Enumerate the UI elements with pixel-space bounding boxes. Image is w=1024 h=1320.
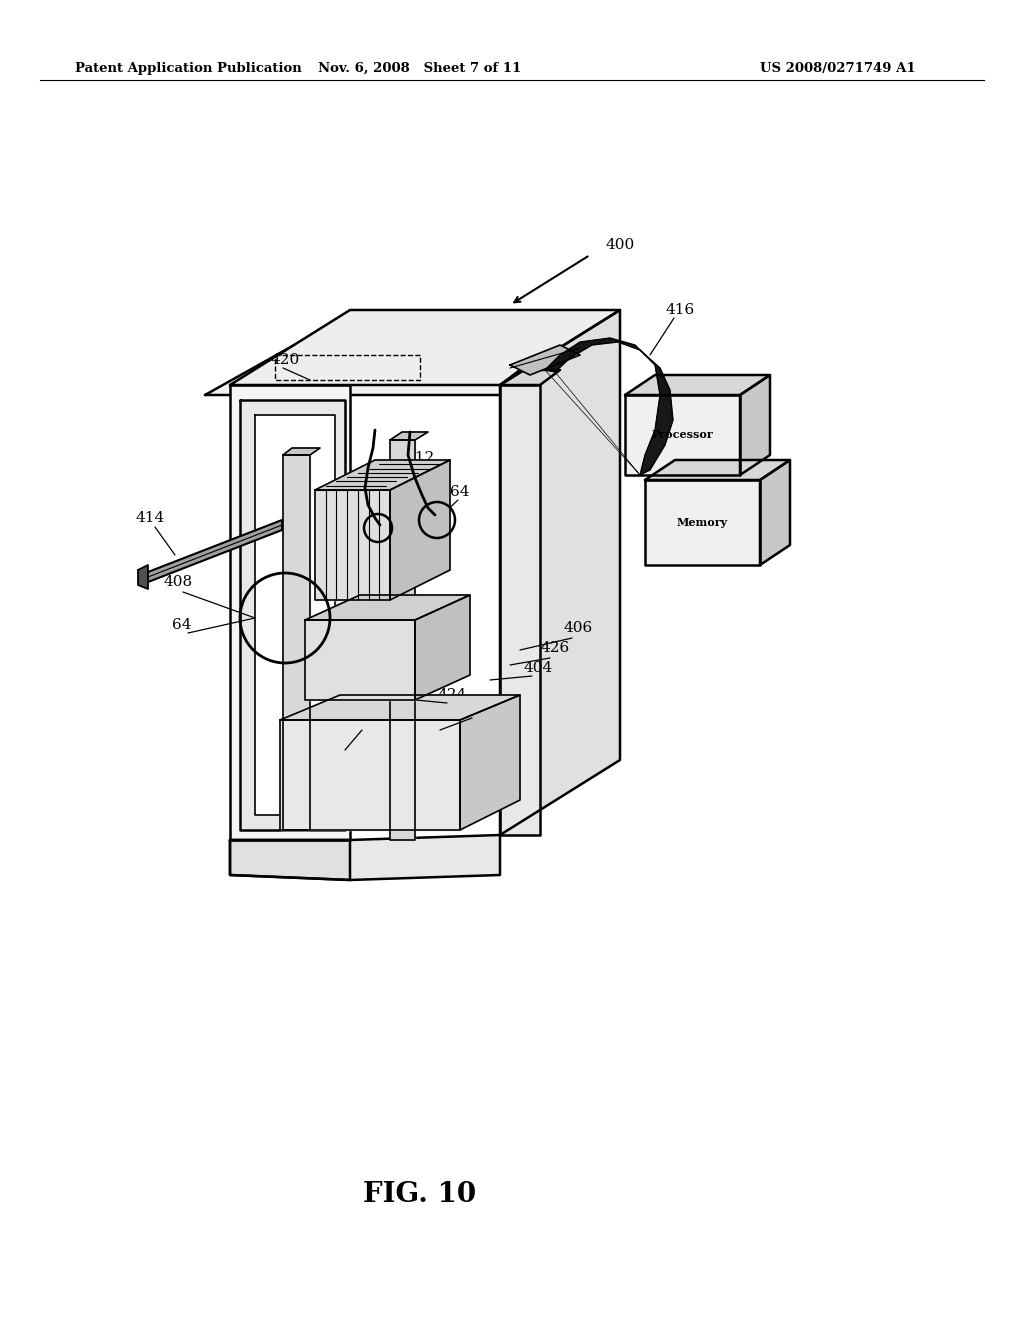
Text: 402: 402	[464, 704, 493, 717]
Text: 418: 418	[735, 393, 765, 407]
Polygon shape	[280, 719, 460, 830]
Text: 410: 410	[345, 473, 375, 487]
Text: 400: 400	[605, 238, 635, 252]
Text: Nov. 6, 2008   Sheet 7 of 11: Nov. 6, 2008 Sheet 7 of 11	[318, 62, 521, 75]
Polygon shape	[415, 595, 470, 700]
Polygon shape	[240, 400, 345, 830]
Polygon shape	[740, 375, 770, 475]
Polygon shape	[625, 395, 740, 475]
Text: 404: 404	[523, 661, 553, 675]
Polygon shape	[283, 447, 319, 455]
Polygon shape	[645, 459, 790, 480]
Text: FIG. 10: FIG. 10	[364, 1181, 476, 1209]
Polygon shape	[305, 620, 415, 700]
Text: 424: 424	[437, 688, 467, 702]
Polygon shape	[500, 310, 620, 836]
Polygon shape	[315, 490, 390, 601]
Text: 64: 64	[411, 541, 430, 554]
Polygon shape	[255, 414, 335, 814]
Polygon shape	[645, 480, 760, 565]
Polygon shape	[390, 432, 428, 440]
Polygon shape	[390, 440, 415, 840]
Text: Patent Application Publication: Patent Application Publication	[75, 62, 302, 75]
Text: 412: 412	[406, 451, 434, 465]
Polygon shape	[510, 345, 580, 375]
Polygon shape	[205, 325, 620, 395]
Text: 408: 408	[164, 576, 193, 589]
Text: Processor: Processor	[651, 429, 713, 441]
Polygon shape	[390, 459, 450, 601]
Polygon shape	[230, 385, 350, 840]
Text: 416: 416	[666, 304, 694, 317]
Text: 422: 422	[353, 715, 383, 729]
Polygon shape	[305, 595, 470, 620]
Polygon shape	[280, 696, 520, 719]
Text: 64: 64	[451, 484, 470, 499]
Polygon shape	[138, 565, 148, 589]
Polygon shape	[230, 310, 620, 385]
Polygon shape	[283, 455, 310, 830]
Polygon shape	[460, 696, 520, 830]
Polygon shape	[230, 840, 350, 880]
Text: 426: 426	[541, 642, 569, 655]
Text: 64: 64	[172, 618, 191, 632]
Polygon shape	[760, 459, 790, 565]
Text: Memory: Memory	[677, 516, 728, 528]
Polygon shape	[625, 375, 770, 395]
Text: 414: 414	[135, 511, 165, 525]
Text: 420: 420	[270, 352, 300, 367]
Polygon shape	[500, 370, 560, 385]
Polygon shape	[230, 836, 500, 880]
Polygon shape	[500, 385, 540, 836]
Text: US 2008/0271749 A1: US 2008/0271749 A1	[760, 62, 915, 75]
Polygon shape	[545, 338, 673, 475]
Text: 406: 406	[563, 620, 593, 635]
Polygon shape	[315, 459, 450, 490]
Polygon shape	[148, 520, 282, 582]
